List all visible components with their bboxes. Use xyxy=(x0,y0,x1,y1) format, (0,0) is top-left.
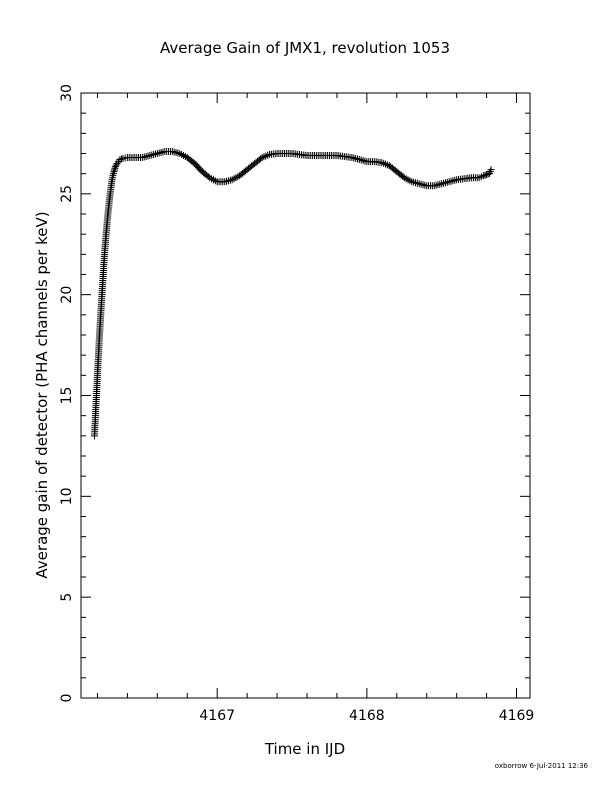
data-point xyxy=(451,176,459,184)
data-point xyxy=(417,180,425,188)
x-tick-label: 4167 xyxy=(199,708,235,724)
y-tick-label: 30 xyxy=(59,84,75,102)
data-point xyxy=(117,155,125,163)
footer-stamp: oxborrow 6-Jul-2011 12:36 xyxy=(495,762,589,770)
data-point xyxy=(447,177,455,185)
x-tick-label: 4169 xyxy=(499,708,535,724)
data-point xyxy=(443,178,451,186)
data-point xyxy=(440,179,448,187)
y-tick-label: 25 xyxy=(59,185,75,203)
data-point xyxy=(432,181,440,189)
data-point xyxy=(355,156,363,164)
data-point xyxy=(481,171,489,179)
data-point xyxy=(140,153,148,161)
data-point xyxy=(357,156,365,164)
data-point xyxy=(144,152,152,160)
data-point xyxy=(438,180,446,188)
data-point xyxy=(436,180,444,188)
x-tick-label: 4168 xyxy=(349,708,385,724)
data-point xyxy=(487,166,495,174)
plot-frame xyxy=(80,92,531,699)
data-point xyxy=(116,156,124,164)
data-point xyxy=(168,147,176,155)
data-point xyxy=(223,177,231,185)
data-point xyxy=(150,151,158,159)
data-point xyxy=(354,155,362,163)
y-tick-label: 10 xyxy=(59,487,75,505)
data-point xyxy=(434,181,442,189)
y-tick-label: 15 xyxy=(59,387,75,405)
data-point xyxy=(413,179,421,187)
data-point xyxy=(350,154,358,162)
data-point xyxy=(421,181,429,189)
data-point xyxy=(445,178,453,186)
data-point xyxy=(159,148,167,156)
data-point xyxy=(112,161,120,169)
data-point xyxy=(111,163,119,171)
data-point xyxy=(441,179,449,187)
data-point xyxy=(449,177,457,185)
y-tick-label: 0 xyxy=(59,694,75,703)
data-point xyxy=(430,182,438,190)
data-point xyxy=(153,150,161,157)
x-axis-label: Time in IJD xyxy=(264,740,345,758)
y-tick-label: 20 xyxy=(59,286,75,304)
data-point xyxy=(359,157,367,165)
data-points xyxy=(90,147,495,440)
data-point xyxy=(151,150,159,158)
data-point xyxy=(221,178,229,186)
data-point xyxy=(483,171,491,179)
data-point xyxy=(157,148,165,156)
data-point xyxy=(155,149,163,157)
y-tick-label: 5 xyxy=(59,593,75,602)
data-point xyxy=(415,180,423,188)
data-point xyxy=(148,151,156,159)
data-point xyxy=(146,152,154,160)
data-point xyxy=(480,172,488,180)
data-point xyxy=(419,181,427,189)
data-point xyxy=(352,155,360,163)
axis-ticks: 0 5 10 15 20 25 30 4167 4168 4169 xyxy=(59,84,534,724)
data-point xyxy=(138,154,146,162)
data-point xyxy=(348,154,356,162)
y-axis-label: Average gain of detector (PHA channels p… xyxy=(33,211,51,578)
data-point xyxy=(142,153,150,161)
data-point xyxy=(170,148,178,156)
data-point xyxy=(361,157,369,165)
chart-title: Average Gain of JMX1, revolution 1053 xyxy=(160,39,450,57)
